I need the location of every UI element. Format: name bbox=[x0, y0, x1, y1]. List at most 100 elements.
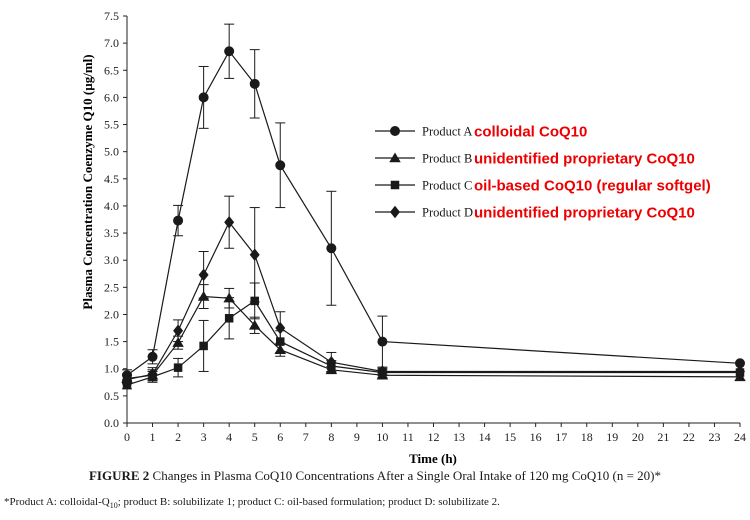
x-tick-label: 5 bbox=[252, 430, 258, 444]
caption-text: Changes in Plasma CoQ10 Concentrations A… bbox=[152, 468, 662, 483]
series-line bbox=[126, 295, 741, 380]
x-axis-label: Time (h) bbox=[409, 451, 457, 466]
x-tick-label: 15 bbox=[504, 430, 516, 444]
legend-annotation: colloidal CoQ10 bbox=[474, 124, 587, 141]
legend-label: Product B bbox=[422, 152, 472, 166]
x-tick-label: 8 bbox=[328, 430, 334, 444]
footnote-part1: *Product A: colloidal-Q bbox=[4, 496, 110, 508]
y-tick-label: 3.5 bbox=[104, 226, 119, 240]
x-tick-label: 1 bbox=[150, 430, 156, 444]
data-point bbox=[198, 268, 209, 282]
footnote-part2: ; product B: solubilizate 1; product C: … bbox=[117, 496, 500, 508]
x-tick-label: 18 bbox=[581, 430, 593, 444]
data-point bbox=[198, 92, 209, 103]
data-point bbox=[377, 336, 388, 347]
data-point bbox=[326, 355, 337, 369]
y-tick-label: 2.5 bbox=[104, 280, 119, 294]
data-point bbox=[735, 358, 745, 369]
x-tick-label: 23 bbox=[708, 430, 720, 444]
y-tick-label: 1.0 bbox=[104, 362, 119, 376]
caption-label: FIGURE 2 bbox=[88, 468, 150, 483]
legend-label: Product C bbox=[422, 179, 472, 193]
data-point bbox=[173, 215, 184, 226]
x-tick-label: 17 bbox=[555, 430, 567, 444]
x-tick-label: 10 bbox=[376, 430, 388, 444]
series-product-c bbox=[122, 282, 745, 390]
y-tick-label: 1.5 bbox=[104, 335, 119, 349]
x-tick-label: 6 bbox=[277, 430, 283, 444]
x-tick-label: 14 bbox=[479, 430, 491, 444]
data-point bbox=[173, 324, 184, 337]
x-tick-label: 16 bbox=[530, 430, 542, 444]
x-tick-label: 22 bbox=[683, 430, 695, 444]
legend-marker bbox=[390, 126, 400, 136]
data-point bbox=[199, 341, 208, 351]
x-tick-label: 11 bbox=[402, 430, 414, 444]
y-tick-label: 5.5 bbox=[104, 118, 119, 132]
chart: 0.0 0.5 1.0 1.5 2.0 2.5 3.0 3.5 4.0 4.5 5.0 5.5 6.0 6… bbox=[80, 9, 746, 466]
data-point bbox=[377, 365, 388, 378]
x-tick-label: 0 bbox=[124, 430, 130, 444]
y-tick-label: 4.5 bbox=[104, 172, 119, 186]
x-tick-label: 19 bbox=[606, 430, 618, 444]
axes: 0.0 0.5 1.0 1.5 2.0 2.5 3.0 3.5 4.0 4.5 5.0 5.5 6.0 6… bbox=[104, 9, 746, 444]
data-point bbox=[326, 243, 337, 254]
y-tick-label: 3.0 bbox=[104, 253, 119, 267]
data-point bbox=[275, 321, 286, 335]
data-point bbox=[122, 373, 132, 386]
data-point bbox=[147, 367, 158, 381]
footnote: *Product A: colloidal-Q10; product B: so… bbox=[4, 496, 500, 510]
data-point bbox=[224, 215, 235, 229]
x-tick-label: 13 bbox=[453, 430, 465, 444]
data-point bbox=[735, 365, 745, 378]
y-tick-label: 6.5 bbox=[104, 63, 119, 77]
y-tick-label: 5.0 bbox=[104, 145, 119, 159]
x-tick-label: 20 bbox=[632, 430, 644, 444]
legend-annotation: unidentified proprietary CoQ10 bbox=[474, 151, 695, 168]
figure-caption: FIGURE 2 Changes in Plasma CoQ10 Concent… bbox=[0, 468, 750, 484]
data-point bbox=[173, 363, 183, 372]
series-product-d bbox=[122, 195, 745, 386]
x-tick-label: 24 bbox=[734, 430, 746, 444]
series-line bbox=[126, 50, 741, 376]
y-tick-label: 4.0 bbox=[104, 199, 119, 213]
y-tick-label: 0.5 bbox=[104, 389, 119, 403]
legend-annotation: unidentified proprietary CoQ10 bbox=[474, 205, 695, 222]
x-tick-label: 7 bbox=[303, 430, 309, 444]
legend-label: Product D bbox=[422, 206, 473, 220]
y-tick-label: 7.0 bbox=[104, 36, 119, 50]
series-layer bbox=[121, 23, 746, 390]
data-point bbox=[249, 78, 260, 89]
x-tick-label: 21 bbox=[657, 430, 669, 444]
data-point bbox=[275, 160, 286, 171]
legend-marker bbox=[389, 152, 401, 163]
y-tick-label: 7.5 bbox=[104, 9, 119, 23]
x-tick-label: 9 bbox=[354, 430, 360, 444]
y-tick-label: 2.0 bbox=[104, 307, 119, 321]
legend-annotation: oil-based CoQ10 (regular softgel) bbox=[474, 178, 711, 195]
series-product-a bbox=[122, 23, 745, 382]
footnote-subscript: 10 bbox=[109, 501, 118, 511]
legend-label: Product A bbox=[422, 125, 472, 139]
data-point bbox=[224, 314, 234, 323]
data-point bbox=[248, 319, 261, 330]
y-axis-label: Plasma Concentration Coenzyme Q10 (µg/ml… bbox=[80, 54, 95, 309]
x-tick-label: 12 bbox=[428, 430, 440, 444]
data-point bbox=[249, 248, 260, 262]
y-tick-label: 6.0 bbox=[104, 90, 119, 104]
data-point bbox=[224, 46, 235, 57]
series-line bbox=[126, 221, 740, 381]
legend-marker bbox=[390, 180, 400, 190]
data-point bbox=[147, 351, 158, 362]
x-tick-label: 2 bbox=[175, 430, 181, 444]
x-tick-label: 3 bbox=[201, 430, 207, 444]
legend-marker bbox=[390, 205, 400, 219]
y-tick-label: 0.0 bbox=[104, 416, 119, 430]
series-line bbox=[126, 300, 740, 386]
x-tick-label: 4 bbox=[226, 430, 232, 444]
